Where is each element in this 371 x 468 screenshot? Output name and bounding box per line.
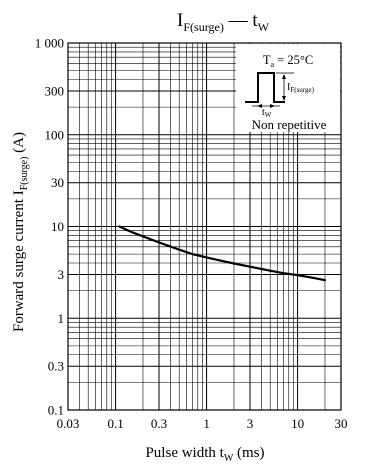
condition-inset: Ta = 25°C IF(surge) tW Non repetitive (236, 44, 340, 132)
y-tick-label: 3 (58, 267, 65, 282)
pulse-height-arrowhead-top (282, 74, 286, 79)
x-axis-label-text: Pulse width t (145, 445, 224, 461)
y-axis-label-unit: (A) (11, 132, 27, 157)
pulse-height-label: IF(surge) (287, 82, 315, 94)
y-tick-label: 300 (45, 83, 65, 98)
y-tick-label: 0.3 (48, 359, 64, 374)
ambient-temperature-symbol: T (263, 53, 271, 67)
x-tick-label: 30 (335, 416, 348, 431)
surge-current-curve (118, 225, 327, 282)
pulse-height-arrowhead-bottom (282, 96, 286, 101)
x-axis-label-sub: W (224, 453, 234, 464)
y-tick-label: 100 (45, 127, 65, 142)
x-tick-label: 0.3 (151, 416, 167, 431)
ambient-temperature-sub: a (270, 60, 274, 69)
x-tick-label: 0.03 (57, 416, 80, 431)
chart-title-variable-sub: W (258, 20, 270, 34)
inset-box (236, 44, 340, 132)
y-axis-label-sub: F(surge) (19, 157, 30, 191)
y-tick-label: 1 000 (35, 36, 64, 51)
y-tick-label: 30 (51, 175, 64, 190)
chart-title-variable: t (252, 10, 258, 31)
x-tick-label: 0.1 (107, 416, 123, 431)
chart-title-symbol-sub: F(surge) (183, 20, 223, 34)
pulse-width-label: tW (262, 107, 272, 119)
x-tick-label: 10 (291, 416, 304, 431)
y-tick-label: 0.1 (48, 403, 64, 418)
pulse-width-sub: W (265, 111, 272, 119)
pulse-width-arrowhead-left (257, 104, 262, 108)
x-tick-label: 1 (203, 416, 210, 431)
chart-title-symbol: I (177, 10, 183, 31)
ambient-temperature-label: Ta = 25°C (263, 53, 313, 69)
y-tick-label: 1 (58, 311, 65, 326)
pulse-height-sub: F(surge) (290, 86, 314, 94)
y-tick-label: 10 (51, 219, 64, 234)
ambient-temperature-value: = 25°C (274, 53, 313, 67)
pulse-waveform (245, 72, 285, 103)
y-axis-label-text: Forward surge current I (11, 190, 27, 332)
x-tick-label: 3 (247, 416, 254, 431)
pulse-height-symbol: I (287, 82, 290, 93)
x-axis-label-unit: (ms) (233, 445, 264, 461)
plot-frame (67, 42, 342, 411)
y-axis-label: Forward surge current IF(surge) (A) (11, 132, 30, 332)
pulse-width-symbol: t (262, 107, 265, 118)
chart-title: IF(surge) — tW (177, 10, 270, 34)
chart-title-separator: — (224, 10, 253, 31)
x-axis-label: Pulse width tW (ms) (145, 445, 264, 464)
pulse-width-arrowhead-right (270, 104, 275, 108)
non-repetitive-note: Non repetitive (252, 117, 327, 132)
